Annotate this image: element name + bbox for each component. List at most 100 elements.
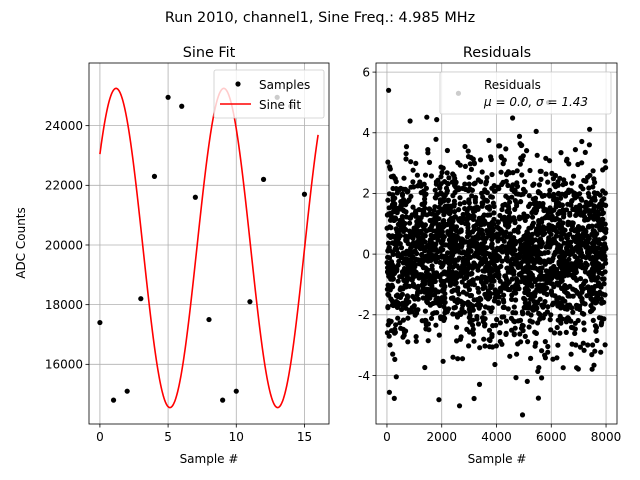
residual-point	[388, 262, 394, 268]
residual-point	[528, 312, 534, 318]
residual-point	[435, 249, 441, 255]
residual-point	[590, 168, 596, 174]
residual-point	[461, 200, 468, 206]
residual-point	[548, 209, 555, 215]
residual-point	[455, 356, 461, 362]
residual-point	[570, 286, 576, 292]
residual-point	[441, 280, 447, 286]
residual-point	[386, 191, 392, 197]
residual-point	[538, 286, 545, 292]
residual-point	[495, 300, 502, 306]
residual-point	[451, 201, 457, 207]
residual-point	[443, 242, 449, 248]
residual-point	[543, 207, 549, 213]
legend-residuals-label: Residuals	[484, 78, 541, 92]
residual-point	[516, 271, 522, 277]
residual-point	[551, 197, 557, 203]
residual-point	[470, 322, 476, 328]
residual-point	[500, 304, 506, 310]
residual-point	[458, 227, 464, 233]
residual-point	[531, 298, 537, 305]
residual-point	[385, 197, 391, 203]
residual-point	[469, 193, 475, 199]
residual-point	[448, 278, 454, 284]
residual-point	[405, 266, 411, 272]
residual-point	[393, 374, 399, 380]
residual-point	[435, 209, 441, 215]
residual-point	[514, 201, 520, 207]
residual-point	[534, 226, 540, 232]
residual-point	[396, 236, 402, 242]
residual-point	[465, 282, 471, 288]
residual-point	[457, 195, 463, 201]
residual-point	[528, 255, 534, 261]
residual-point	[581, 281, 587, 287]
residual-point	[428, 232, 434, 238]
residual-point	[467, 161, 473, 167]
residuals-xlabel: Sample #	[468, 452, 527, 466]
residual-point	[426, 327, 432, 333]
residual-point	[503, 146, 509, 152]
residual-point	[492, 361, 498, 368]
residual-point	[583, 204, 590, 210]
residual-point	[399, 254, 405, 260]
residual-point	[469, 271, 475, 277]
residual-point	[454, 324, 460, 330]
residual-point	[550, 176, 557, 182]
residual-point	[583, 244, 589, 250]
residual-point	[565, 302, 571, 308]
residual-point	[439, 169, 445, 176]
residual-point	[448, 208, 454, 214]
residual-point	[542, 250, 548, 256]
residual-point	[413, 213, 419, 219]
residual-point	[511, 228, 517, 234]
residual-point	[410, 179, 416, 185]
residual-point	[482, 189, 488, 195]
residual-point	[523, 240, 529, 246]
residual-point	[571, 190, 577, 196]
residual-point	[489, 332, 495, 338]
residual-point	[589, 366, 595, 372]
residual-point	[500, 297, 506, 303]
residual-point	[394, 229, 400, 235]
residual-point	[547, 317, 553, 323]
residual-point	[543, 259, 550, 265]
residual-point	[591, 233, 597, 239]
residual-point	[482, 274, 488, 280]
residual-point	[504, 216, 510, 222]
residual-point	[471, 282, 477, 288]
residual-point	[553, 228, 559, 234]
residual-point	[433, 322, 439, 328]
residuals-ticks: 0 2000 4000 6000 8000 -4 -2 0 2 4 6	[358, 65, 621, 444]
residual-point	[385, 159, 391, 165]
residual-point	[390, 195, 396, 201]
residual-point	[549, 292, 556, 298]
residual-point	[488, 265, 494, 272]
residual-point	[412, 312, 418, 318]
residual-point	[600, 188, 606, 194]
sine-fit-xlabel: Sample #	[180, 452, 239, 466]
residual-point	[394, 246, 400, 253]
residual-point	[419, 201, 425, 207]
residual-point	[385, 269, 391, 275]
sample-point	[110, 397, 117, 403]
residual-point	[534, 201, 540, 207]
residual-point	[545, 343, 551, 350]
residual-point	[542, 352, 548, 358]
residual-point	[577, 258, 584, 264]
residual-point	[503, 318, 509, 324]
sample-point	[220, 397, 226, 403]
residual-point	[555, 191, 561, 197]
x-tick-label: 8000	[591, 430, 622, 444]
residual-point	[453, 270, 459, 276]
residual-point	[526, 193, 532, 199]
residual-point	[489, 344, 496, 350]
residual-point	[601, 196, 607, 202]
residual-point	[427, 217, 433, 224]
residual-point	[570, 173, 577, 179]
residual-point	[503, 178, 509, 184]
residual-point	[432, 187, 438, 193]
residual-point	[587, 126, 593, 132]
residual-point	[499, 236, 505, 242]
residual-point	[415, 307, 421, 313]
